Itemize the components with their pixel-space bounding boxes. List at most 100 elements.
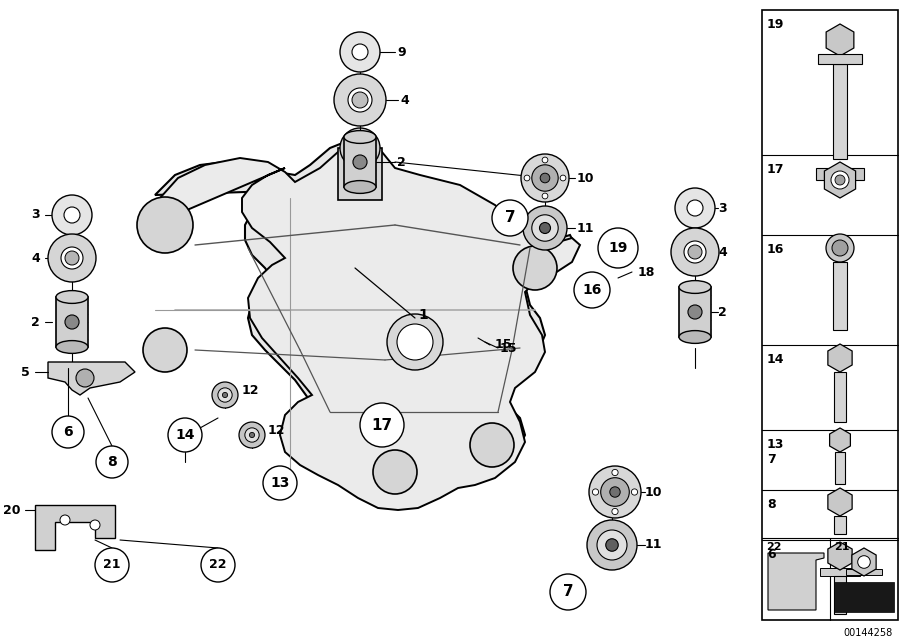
Text: 11: 11 — [577, 221, 595, 235]
Bar — [833, 64, 847, 159]
Circle shape — [592, 489, 598, 495]
Text: 22: 22 — [209, 558, 227, 572]
Circle shape — [218, 388, 232, 402]
Bar — [344, 137, 376, 187]
Circle shape — [340, 128, 380, 168]
Circle shape — [397, 324, 433, 360]
Circle shape — [521, 154, 569, 202]
Polygon shape — [828, 542, 852, 570]
Circle shape — [76, 369, 94, 387]
Bar — [835, 452, 845, 484]
Circle shape — [60, 515, 70, 525]
Bar — [846, 569, 882, 574]
Text: 2: 2 — [718, 305, 727, 319]
Circle shape — [64, 207, 80, 223]
Ellipse shape — [344, 130, 376, 143]
Polygon shape — [834, 582, 894, 612]
Text: 16: 16 — [582, 283, 602, 297]
Text: 3: 3 — [32, 209, 40, 221]
Circle shape — [832, 240, 848, 256]
Text: 1: 1 — [418, 308, 428, 322]
Circle shape — [263, 466, 297, 500]
Text: 21: 21 — [104, 558, 121, 572]
Text: 4: 4 — [32, 251, 40, 265]
Polygon shape — [768, 553, 824, 610]
Text: 18: 18 — [638, 265, 655, 279]
Text: 14: 14 — [767, 353, 785, 366]
Circle shape — [610, 487, 620, 497]
Ellipse shape — [56, 291, 88, 303]
Polygon shape — [35, 505, 115, 550]
Polygon shape — [155, 142, 575, 502]
Text: 4: 4 — [718, 245, 727, 258]
Text: 14: 14 — [176, 428, 194, 442]
Text: 3: 3 — [718, 202, 726, 214]
Circle shape — [52, 195, 92, 235]
Circle shape — [600, 478, 629, 506]
Bar — [820, 568, 860, 576]
Circle shape — [540, 173, 550, 183]
Circle shape — [587, 520, 637, 570]
Circle shape — [542, 157, 548, 163]
Circle shape — [574, 272, 610, 308]
Text: 12: 12 — [242, 384, 259, 396]
Ellipse shape — [679, 331, 711, 343]
Circle shape — [52, 416, 84, 448]
Text: 19: 19 — [608, 241, 627, 255]
Circle shape — [245, 428, 259, 442]
Circle shape — [524, 175, 530, 181]
Bar — [338, 148, 382, 200]
Circle shape — [212, 382, 238, 408]
Polygon shape — [152, 145, 580, 510]
Circle shape — [835, 175, 845, 185]
Text: 00144258: 00144258 — [844, 628, 893, 636]
Text: 20: 20 — [3, 504, 20, 516]
Circle shape — [239, 422, 265, 448]
Circle shape — [612, 469, 618, 476]
Circle shape — [858, 556, 870, 569]
Bar — [816, 168, 864, 180]
Circle shape — [222, 392, 228, 398]
Ellipse shape — [679, 280, 711, 293]
Bar — [818, 54, 862, 64]
Text: 15: 15 — [495, 338, 512, 352]
Text: 6: 6 — [63, 425, 73, 439]
Circle shape — [560, 175, 566, 181]
Text: 2: 2 — [397, 155, 406, 169]
Circle shape — [249, 432, 255, 438]
Circle shape — [95, 548, 129, 582]
Polygon shape — [830, 428, 850, 452]
Polygon shape — [48, 362, 135, 395]
Text: 11: 11 — [645, 539, 662, 551]
Circle shape — [539, 223, 551, 233]
Text: 17: 17 — [767, 163, 785, 176]
Circle shape — [201, 548, 235, 582]
Circle shape — [532, 215, 558, 241]
Text: 22: 22 — [766, 542, 781, 552]
Bar — [834, 576, 846, 614]
Circle shape — [589, 466, 641, 518]
Circle shape — [143, 328, 187, 372]
Bar — [762, 10, 898, 620]
Circle shape — [65, 251, 79, 265]
Circle shape — [598, 228, 638, 268]
Circle shape — [90, 520, 100, 530]
Circle shape — [65, 315, 79, 329]
Circle shape — [688, 245, 702, 259]
Circle shape — [137, 197, 193, 253]
Text: 15: 15 — [500, 342, 518, 354]
Text: 21: 21 — [834, 542, 850, 552]
Circle shape — [340, 32, 380, 72]
Text: 17: 17 — [372, 417, 392, 432]
Circle shape — [96, 446, 128, 478]
Polygon shape — [852, 548, 876, 576]
Circle shape — [688, 305, 702, 319]
Circle shape — [492, 200, 528, 236]
Circle shape — [360, 403, 404, 447]
Circle shape — [550, 574, 586, 610]
Text: 13
7: 13 7 — [767, 438, 785, 466]
Circle shape — [353, 155, 367, 169]
Text: 10: 10 — [577, 172, 595, 184]
Text: 8: 8 — [107, 455, 117, 469]
Circle shape — [168, 418, 202, 452]
